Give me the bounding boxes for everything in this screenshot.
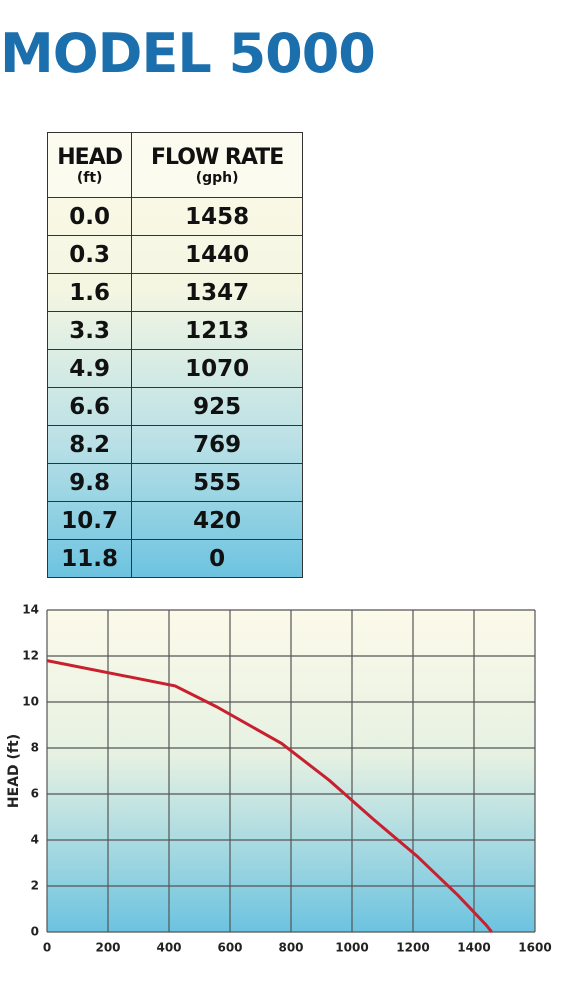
table-row: 4.9 1070 — [46, 349, 303, 388]
table-cell: 1440 — [131, 235, 303, 274]
line — [46, 659, 493, 933]
table-cell: 1347 — [131, 273, 303, 312]
x-tick-label: 800 — [278, 941, 303, 955]
table-row: 1.6 1347 — [46, 273, 303, 312]
x-tick-label: 400 — [156, 941, 181, 955]
table-cell: 0 — [131, 539, 303, 578]
x-tick-label: 200 — [95, 941, 120, 955]
x-tick-label: 0 — [43, 941, 51, 955]
table-row: 11.8 0 — [46, 539, 303, 578]
x-tick-label: 1400 — [457, 941, 490, 955]
table-row: 8.2 769 — [46, 425, 303, 464]
table-cell: 8.2 — [46, 425, 133, 464]
y-tick-label: 4 — [31, 833, 39, 847]
table-cell: 1458 — [131, 197, 303, 236]
table-row: 3.3 1213 — [46, 311, 303, 350]
table-cell: 3.3 — [46, 311, 133, 350]
y-tick-label: 0 — [31, 925, 39, 939]
header-label: FLOW RATE — [151, 144, 284, 170]
x-tick-label: 600 — [217, 941, 242, 955]
header-row: HEAD (ft) FLOW RATE (gph) — [46, 132, 303, 198]
header-label: HEAD — [57, 144, 123, 170]
y-axis-label: HEAD (ft) — [6, 734, 22, 808]
header-cell: HEAD (ft) — [46, 132, 133, 198]
table-cell: 4.9 — [46, 349, 133, 388]
table-cell: 9.8 — [46, 463, 133, 502]
x-tick-label: 1600 — [518, 941, 551, 955]
table-cell: 10.7 — [46, 501, 133, 540]
table-cell: 769 — [131, 425, 303, 464]
table-cell: 555 — [131, 463, 303, 502]
y-tick-label: 6 — [31, 787, 39, 801]
title: MODEL 5000 — [0, 22, 376, 85]
table-cell: 1070 — [131, 349, 303, 388]
y-tick-label: 8 — [31, 741, 39, 755]
header-unit: (gph) — [195, 169, 239, 186]
table-row: 9.8 555 — [46, 463, 303, 502]
table-body: 0.0 1458 0.3 1440 1.6 1347 3.3 1213 4.9 1070 6.6 92… — [46, 197, 303, 578]
table-row: 6.6 925 — [46, 387, 303, 426]
y-tick-label: 2 — [31, 879, 39, 893]
table-cell: 11.8 — [46, 539, 133, 578]
table-cell: 6.6 — [46, 387, 133, 426]
table: HEAD (ft) FLOW RATE (gph) 0.0 1458 0.3 1440 1.6 1… — [46, 132, 303, 578]
chart: 0 2 4 6 8 10 12 14 0 200 400 600 800 1000 1200 1400 1600… — [6, 603, 552, 955]
table-cell: 1.6 — [46, 273, 133, 312]
table-cell: 0.3 — [46, 235, 133, 274]
y-tick-label: 12 — [22, 649, 39, 663]
header-cell: FLOW RATE (gph) — [131, 132, 303, 198]
table-cell: 1213 — [131, 311, 303, 350]
header-unit: (ft) — [76, 169, 103, 186]
table-row: 10.7 420 — [46, 501, 303, 540]
y-tick-label: 10 — [22, 695, 39, 709]
table-cell: 0.0 — [46, 197, 133, 236]
x-tick-label: 1000 — [335, 941, 368, 955]
table-cell: 925 — [131, 387, 303, 426]
x-tick-label: 1200 — [396, 941, 429, 955]
table-row: 0.3 1440 — [46, 235, 303, 274]
table-row: 0.0 1458 — [46, 197, 303, 236]
table-cell: 420 — [131, 501, 303, 540]
y-tick-label: 14 — [22, 603, 39, 617]
